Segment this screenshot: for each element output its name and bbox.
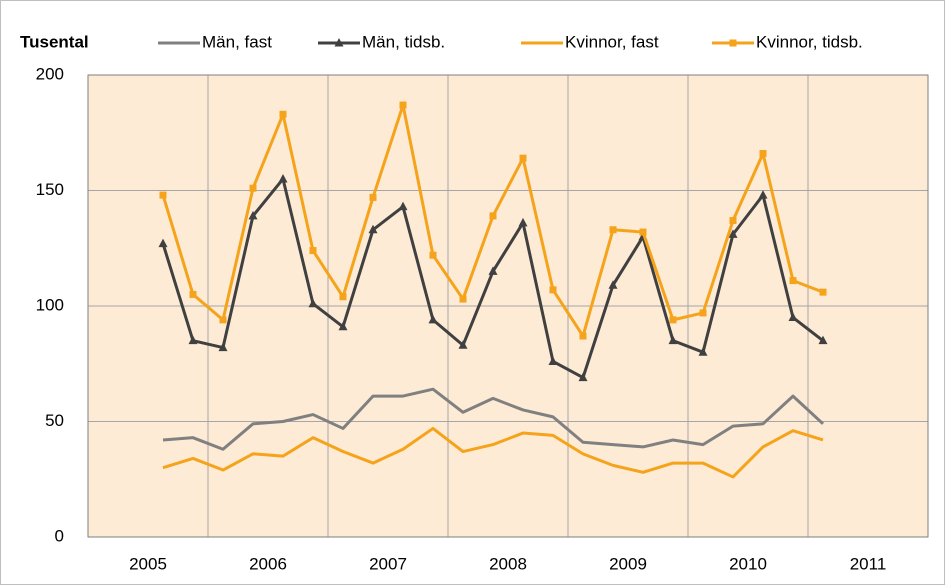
marker <box>669 316 677 324</box>
x-tick-label: 2008 <box>489 554 527 573</box>
marker <box>789 277 797 285</box>
plot-border <box>87 74 929 538</box>
legend-label: Kvinnor, fast <box>565 32 659 51</box>
marker <box>308 298 318 308</box>
marker <box>788 312 798 322</box>
marker <box>189 290 197 298</box>
marker <box>399 101 407 109</box>
marker <box>309 247 317 255</box>
marker <box>609 226 617 234</box>
marker <box>158 238 168 248</box>
marker <box>759 150 767 158</box>
marker <box>608 280 618 289</box>
x-tick-label: 2006 <box>249 554 287 573</box>
marker <box>819 288 827 296</box>
marker <box>518 217 528 227</box>
marker <box>278 173 288 183</box>
marker <box>668 335 678 345</box>
marker <box>218 342 228 352</box>
x-tick-label: 2005 <box>129 554 167 573</box>
y-tick-label: 200 <box>36 64 64 83</box>
marker <box>699 309 707 317</box>
marker <box>488 266 498 275</box>
x-tick-label: 2010 <box>729 554 767 573</box>
legend-label: Män, tidsb. <box>362 32 445 51</box>
marker <box>758 190 768 199</box>
y-axis-title: Tusental <box>20 32 89 51</box>
marker <box>639 228 647 236</box>
marker <box>369 193 377 201</box>
marker <box>548 356 558 365</box>
marker <box>339 293 347 301</box>
marker <box>248 210 258 220</box>
marker <box>458 340 468 349</box>
series-line <box>162 387 825 451</box>
x-tick-label: 2011 <box>850 554 887 573</box>
y-tick-label: 50 <box>45 411 64 430</box>
marker <box>368 224 378 234</box>
marker <box>728 229 738 238</box>
marker <box>398 201 408 211</box>
y-tick-label: 0 <box>55 526 64 545</box>
marker <box>279 110 287 118</box>
marker <box>428 314 438 324</box>
marker <box>698 347 708 356</box>
marker <box>579 332 587 340</box>
marker <box>159 191 167 199</box>
marker <box>219 316 227 324</box>
marker <box>729 39 737 47</box>
marker <box>489 212 497 220</box>
y-tick-label: 150 <box>36 180 64 199</box>
x-tick-label: 2007 <box>369 554 407 573</box>
legend-label: Män, fast <box>202 32 272 51</box>
marker <box>429 251 437 259</box>
marker <box>818 335 828 345</box>
marker <box>334 38 344 47</box>
legend-label: Kvinnor, tidsb. <box>756 32 863 51</box>
marker <box>249 184 257 192</box>
marker <box>549 286 557 294</box>
marker <box>519 154 527 162</box>
marker <box>188 335 198 345</box>
y-tick-label: 100 <box>36 295 64 314</box>
marker <box>729 217 737 225</box>
x-tick-label: 2009 <box>609 554 647 573</box>
marker <box>459 295 467 303</box>
marker <box>578 372 588 382</box>
marker <box>338 321 348 331</box>
series-line <box>162 426 824 479</box>
